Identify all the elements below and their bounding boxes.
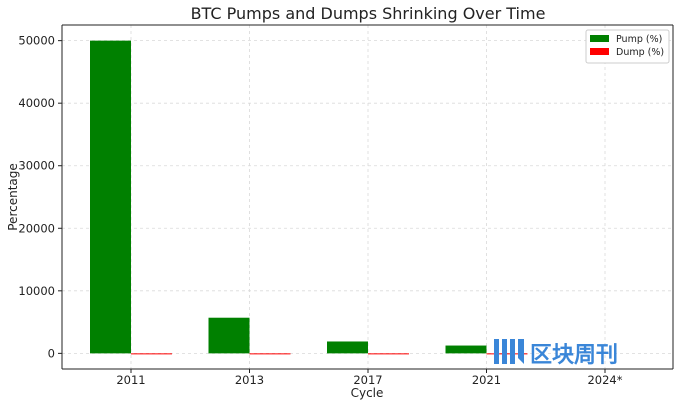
y-tick-label: 0 <box>48 346 55 360</box>
blockchain-weekly-logo-icon <box>494 339 524 364</box>
bars <box>90 40 528 355</box>
x-tick-label: 2017 <box>353 373 382 387</box>
y-tick-label: 10000 <box>18 284 55 298</box>
y-tick-label: 50000 <box>18 34 55 48</box>
x-tick-label: 2011 <box>116 373 145 387</box>
x-ticks: 2011 2013 2017 2021 2024* <box>116 369 623 387</box>
y-ticks: 0 10000 20000 30000 40000 50000 <box>18 34 62 360</box>
legend-label-pump: Pump (%) <box>616 34 662 45</box>
dump-bar <box>249 353 291 355</box>
chart-title: BTC Pumps and Dumps Shrinking Over Time <box>191 4 546 23</box>
dump-bar <box>368 353 409 355</box>
legend-label-dump: Dump (%) <box>616 47 664 58</box>
pump-bar <box>445 345 487 354</box>
watermark-text: 区块周刊 <box>530 343 618 368</box>
y-tick-label: 30000 <box>18 159 55 173</box>
x-tick-label: 2021 <box>472 373 501 387</box>
pump-bar <box>90 40 131 354</box>
x-tick-label: 2024* <box>587 373 622 387</box>
dump-bar <box>131 353 172 355</box>
legend-swatch-dump <box>590 48 609 55</box>
y-tick-label: 20000 <box>18 221 55 235</box>
x-axis-title: Cycle <box>351 386 384 400</box>
y-tick-label: 40000 <box>18 96 55 110</box>
legend-swatch-pump <box>590 35 609 42</box>
y-axis-title: Percentage <box>6 163 20 231</box>
pump-bar <box>208 317 250 354</box>
x-tick-label: 2013 <box>235 373 264 387</box>
watermark: 区块周刊 <box>494 339 618 368</box>
legend: Pump (%) Dump (%) <box>585 29 670 64</box>
grid <box>62 25 673 369</box>
pump-bar <box>327 341 368 354</box>
